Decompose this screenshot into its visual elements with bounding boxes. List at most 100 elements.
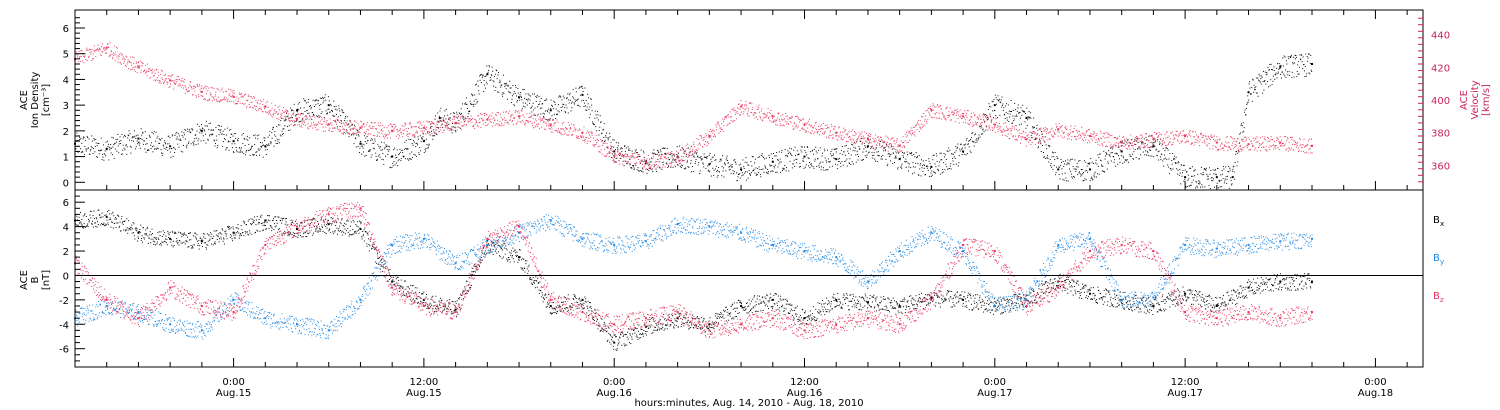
scatter-dot-density: [158, 138, 160, 140]
scatter-dot-density: [601, 132, 603, 134]
scatter-dot-density: [492, 80, 494, 82]
scatter-dot-velocity: [340, 123, 342, 125]
scatter-dot-density: [221, 133, 223, 135]
scatter-dot-density: [556, 113, 558, 115]
scatter-dot-velocity: [807, 131, 809, 133]
scatter-dot-velocity: [621, 155, 623, 157]
scatter-dot-velocity: [211, 96, 213, 98]
scatter-dot-density: [1267, 80, 1269, 82]
scatter-dot-velocity: [457, 122, 459, 124]
scatter-dot-velocity: [403, 132, 405, 134]
scatter-dot-density: [128, 130, 130, 132]
scatter-dot-velocity: [780, 123, 782, 125]
scatter-dot-velocity: [927, 107, 929, 109]
scatter-dot-density: [824, 150, 826, 152]
scatter-dot-velocity: [92, 58, 94, 60]
scatter-dot-velocity: [619, 153, 621, 155]
scatter-dot-density: [939, 173, 941, 175]
scatter-dot-density: [713, 169, 715, 171]
scatter-dot-density: [1074, 168, 1076, 170]
scatter-dot-density: [922, 170, 924, 172]
scatter-dot-density: [853, 146, 855, 148]
scatter-dot-density: [649, 161, 651, 163]
scatter-dot-density: [480, 74, 482, 76]
scatter-dot-density: [177, 138, 179, 140]
scatter-dot-density: [1123, 142, 1125, 144]
scatter-dot-density: [770, 171, 772, 173]
scatter-dot-velocity: [706, 145, 708, 147]
scatter-dot-density: [961, 147, 963, 149]
scatter-dot-velocity: [219, 101, 220, 103]
scatter-dot-velocity: [366, 128, 368, 130]
scatter-dot-velocity: [660, 156, 662, 158]
scatter-dot-density: [1303, 63, 1305, 65]
scatter-dot-velocity: [539, 116, 541, 118]
scatter-dot-velocity: [599, 145, 601, 147]
scatter-dot-density: [422, 136, 424, 138]
scatter-dot-velocity: [492, 118, 494, 120]
scatter-dot-density: [1263, 89, 1265, 91]
scatter-dot-density: [169, 137, 171, 139]
scatter-dot-density: [431, 126, 433, 128]
scatter-dot-velocity: [297, 124, 299, 126]
scatter-dot-density: [703, 153, 705, 155]
scatter-dot-velocity: [325, 123, 327, 125]
scatter-dot-velocity: [766, 114, 768, 116]
scatter-dot-density: [497, 74, 499, 76]
scatter-dot-density: [548, 112, 550, 114]
scatter-dot-density: [695, 159, 697, 161]
scatter-dot-density: [456, 113, 458, 115]
scatter-dot-density: [587, 93, 589, 95]
scatter-dot-density: [826, 161, 828, 163]
scatter-dot-density: [1231, 184, 1233, 186]
scatter-dot-density: [724, 163, 726, 165]
scatter-dot-velocity: [91, 59, 93, 61]
scatter-dot-density: [1155, 149, 1157, 151]
scatter-dot-density: [615, 142, 617, 144]
scatter-dot-density: [516, 101, 518, 103]
scatter-dot-density: [904, 161, 906, 163]
scatter-dot-velocity: [197, 94, 199, 96]
scatter-dot-velocity: [255, 108, 256, 110]
scatter-dot-velocity: [130, 62, 132, 64]
scatter-dot-density: [620, 147, 622, 149]
scatter-dot-density: [1061, 168, 1063, 170]
scatter-dot-density: [322, 102, 324, 104]
scatter-dot-density: [1255, 92, 1257, 94]
scatter-dot-velocity: [1002, 134, 1003, 136]
scatter-dot-density: [748, 170, 750, 172]
scatter-dot-velocity: [731, 116, 733, 118]
scatter-dot-density: [953, 163, 955, 165]
scatter-dot-velocity: [839, 134, 841, 136]
scatter-dot-velocity: [519, 117, 521, 119]
scatter-dot-velocity: [81, 60, 83, 62]
scatter-dot-density: [1311, 63, 1313, 65]
scatter-dot-velocity: [804, 125, 805, 127]
scatter-dot-velocity: [458, 123, 460, 125]
scatter-dot-density: [1181, 175, 1183, 177]
scatter-dot-density: [961, 148, 963, 150]
scatter-dot-velocity: [149, 69, 151, 71]
scatter-dot-velocity: [326, 120, 328, 122]
scatter-dot-velocity: [925, 120, 927, 122]
scatter-dot-velocity: [347, 133, 349, 135]
scatter-dot-velocity: [1042, 139, 1044, 141]
scatter-dot-density: [595, 114, 597, 116]
scatter-dot-velocity: [903, 141, 904, 143]
scatter-dot-density: [685, 167, 687, 169]
scatter-dot-density: [1191, 182, 1193, 184]
scatter-dot-density: [1091, 161, 1093, 163]
scatter-dot-velocity: [773, 120, 775, 122]
scatter-dot-velocity: [840, 138, 842, 140]
scatter-dot-density: [334, 115, 336, 117]
scatter-dot-density: [385, 146, 387, 148]
scatter-dot-density: [290, 107, 292, 109]
scatter-dot-density: [620, 157, 622, 159]
scatter-dot-density: [109, 147, 111, 149]
scatter-dot-density: [915, 162, 917, 164]
scatter-dot-density: [1220, 174, 1222, 176]
scatter-dot-density: [286, 112, 288, 114]
scatter-dot-velocity: [170, 80, 172, 82]
scatter-dot-density: [510, 92, 512, 94]
scatter-dot-velocity: [205, 98, 207, 100]
